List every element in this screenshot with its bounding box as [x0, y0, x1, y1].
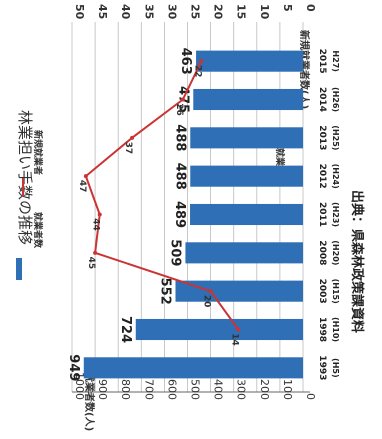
category-label-2014: 2014: [317, 87, 327, 112]
bar-2013: [190, 127, 303, 149]
right-tick-label-7: 35: [142, 4, 155, 19]
right-tick-label-3: 15: [235, 4, 248, 19]
line-value-label-2015: 22: [192, 65, 202, 78]
line-value-label-2012: 47: [77, 180, 87, 193]
right-tick-label-8: 40: [119, 4, 132, 20]
line-point-1998: [236, 327, 241, 332]
left-tick-label-1: 100: [281, 379, 294, 400]
legend-label-line: 新規就業者: [32, 130, 44, 175]
line-value-label-2013: 37: [123, 142, 133, 155]
right-tick-label-10: 50: [73, 4, 86, 20]
left-tick-label-10: 1000: [73, 372, 86, 400]
category-label-2008: 2008: [317, 240, 327, 265]
source-note: 出典：県森林政策課資料: [349, 190, 365, 333]
left-tick-label-2: 200: [258, 379, 271, 400]
left-axis-title: 就業者数(人): [83, 372, 96, 431]
line-point-2014: [180, 97, 185, 102]
line-point-2003: [208, 289, 213, 294]
category-label-2013: 2013: [317, 125, 327, 150]
category-sublabel-1993: (H5): [331, 358, 340, 378]
category-label-1998: 1998: [317, 317, 327, 342]
bar-value-label-2003: 552: [157, 278, 172, 305]
left-tick-label-5: 500: [189, 379, 202, 400]
line-point-2008: [93, 250, 98, 255]
line-value-label-2008: 45: [86, 257, 96, 270]
left-tick-label-0: 0: [304, 393, 317, 400]
right-tick-label-5: 25: [189, 4, 202, 19]
category-sublabel-1998: (H10): [331, 317, 340, 342]
right-tick-label-4: 20: [212, 4, 225, 20]
right-tick-label-6: 30: [165, 4, 178, 20]
category-label-2011: 2011: [317, 202, 327, 227]
line-point-2012: [83, 174, 88, 179]
category-label-1993: 1993: [317, 355, 327, 380]
right-tick-label-9: 45: [96, 4, 109, 19]
bar-2011: [190, 203, 303, 226]
bar-value-label-2015: 463: [178, 48, 193, 75]
bar-2015: [196, 50, 303, 72]
category-label-2012: 2012: [317, 164, 327, 189]
line-point-2011: [97, 212, 102, 217]
line-series-path: [84, 60, 240, 331]
bar-value-label-2011: 489: [172, 201, 187, 228]
left-tick-label-6: 600: [165, 379, 178, 400]
bar-value-label-2012: 488: [172, 163, 187, 190]
category-sublabel-2003: (H15): [331, 279, 340, 304]
left-tick-label-4: 400: [212, 379, 225, 400]
bar-1998: [135, 318, 303, 341]
bar-2008: [185, 242, 303, 264]
bar-1993: [83, 357, 303, 379]
category-label-2003: 2003: [317, 279, 327, 304]
category-sublabel-2011: (H23): [331, 202, 340, 227]
bar-2012: [190, 165, 303, 187]
line-point-2013: [130, 135, 135, 140]
right-tick-label-2: 10: [258, 4, 271, 20]
legend-label-bars: 就業者数: [32, 212, 44, 249]
line-value-label-2011: 44: [91, 218, 101, 231]
bar-value-label-2008: 509: [167, 239, 182, 266]
category-sublabel-2012: (H24): [331, 164, 340, 189]
bar-value-label-2013: 488: [172, 124, 187, 151]
left-tick-label-7: 700: [142, 379, 155, 400]
left-tick-label-8: 800: [119, 379, 132, 400]
line-value-label-2014: 26: [174, 103, 184, 116]
bar-2014: [193, 88, 303, 111]
category-sublabel-2014: (H26): [331, 87, 340, 112]
right-tick-label-0: 0: [304, 4, 317, 12]
bar-2003: [175, 280, 303, 302]
category-sublabel-2008: (H20): [331, 240, 340, 265]
category-sublabel-2015: H27): [331, 50, 340, 71]
bar-value-label-1993: 949: [66, 354, 81, 381]
line-value-label-1998: 14: [229, 333, 239, 346]
chart-title: 林業担い手数の推移: [16, 110, 34, 245]
category-sublabel-2013: (H25): [331, 125, 340, 150]
left-tick-label-9: 900: [96, 379, 109, 400]
category-label-2015: 2015: [317, 49, 327, 74]
line-point-2015: [199, 59, 204, 64]
bar-value-label-1998: 724: [118, 316, 133, 343]
line-value-label-2003: 20: [202, 295, 212, 308]
legend-swatch-bars: [16, 258, 22, 280]
left-tick-label-3: 300: [235, 379, 248, 400]
right-tick-label-1: 5: [281, 4, 294, 12]
